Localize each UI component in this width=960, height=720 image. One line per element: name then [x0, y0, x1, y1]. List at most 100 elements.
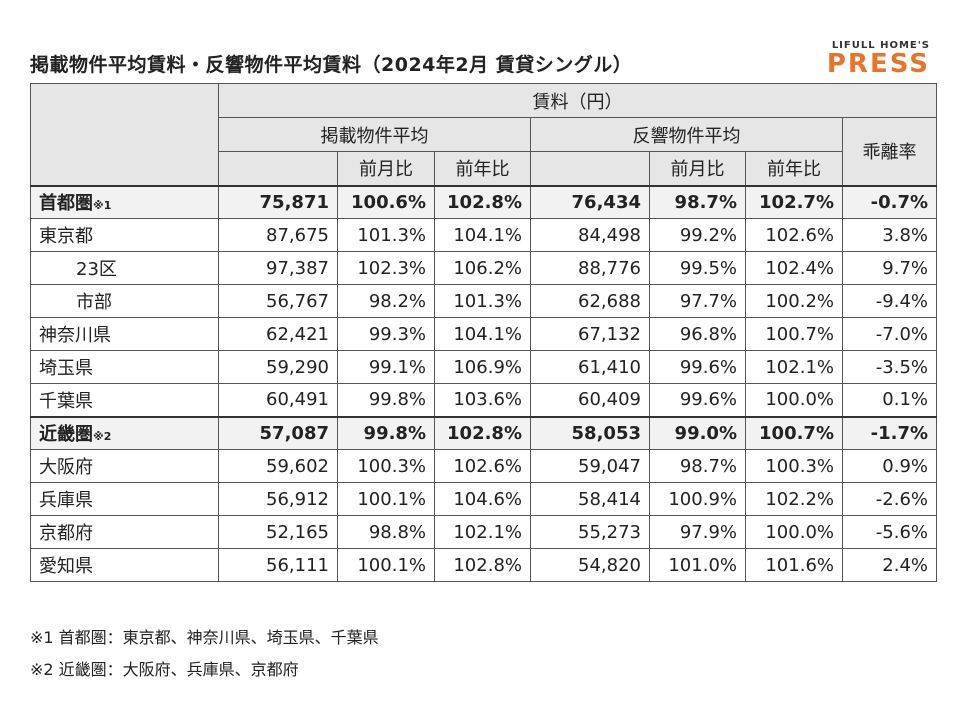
- table-row: 京都府 52,165 98.8% 102.1% 55,273 97.9% 100.0% -5.…: [30, 515, 938, 549]
- listed-mom-cell: 100.1%: [337, 548, 435, 582]
- table-row: 神奈川県 62,421 99.3% 104.1% 67,132 96.8% 100.7% -7…: [30, 317, 938, 351]
- response-mom-cell: 99.0%: [649, 415, 746, 450]
- response-yoy-cell: 100.2%: [745, 284, 843, 318]
- listed-mom-cell: 100.3%: [337, 449, 435, 483]
- response-value-header: [530, 151, 650, 186]
- response-rent-cell: 76,434: [530, 184, 650, 219]
- region-cell: 千葉県: [30, 383, 219, 417]
- listed-rent-cell: 57,087: [218, 415, 338, 450]
- response-rent-cell: 62,688: [530, 284, 650, 318]
- listed-mom-cell: 100.1%: [337, 482, 435, 516]
- gap-rate-cell: -7.0%: [841, 317, 938, 351]
- response-rent-cell: 60,409: [530, 383, 650, 417]
- response-yoy-cell: 100.7%: [745, 317, 843, 351]
- region-cell: 東京都: [30, 218, 219, 252]
- response-yoy-cell: 100.7%: [745, 415, 843, 450]
- listed-rent-cell: 56,111: [218, 548, 338, 582]
- table-row: 千葉県 60,491 99.8% 103.6% 60,409 99.6% 100.0% 0.1…: [30, 383, 938, 417]
- gap-rate-cell: 9.7%: [841, 251, 938, 285]
- listed-yoy-cell: 106.9%: [434, 350, 531, 384]
- brand-logo: LIFULL HOME'S PRESS: [827, 40, 930, 77]
- listed-yoy-cell: 101.3%: [434, 284, 531, 318]
- logo-bottom-text: PRESS: [826, 49, 930, 79]
- logo-top-text: LIFULL HOME'S: [831, 40, 930, 51]
- table-body: 首都圏※1 75,871 100.6% 102.8% 76,434 98.7% 102.7%…: [30, 184, 938, 582]
- listed-yoy-cell: 103.6%: [434, 383, 531, 417]
- response-yoy-header: 前年比: [745, 151, 843, 186]
- region-name: 京都府: [39, 523, 93, 544]
- gap-rate-cell: -9.4%: [841, 284, 938, 318]
- response-mom-cell: 99.2%: [649, 218, 746, 252]
- listed-rent-cell: 60,491: [218, 383, 338, 417]
- response-rent-cell: 88,776: [530, 251, 650, 285]
- region-name: 23区: [76, 259, 117, 280]
- table-title: 掲載物件平均賃料・反響物件平均賃料（2024年2月 賃貸シングル）: [30, 54, 633, 76]
- region-cell: 愛知県: [30, 548, 219, 582]
- response-yoy-cell: 102.1%: [745, 350, 843, 384]
- table-row: 埼玉県 59,290 99.1% 106.9% 61,410 99.6% 102.1% -3.…: [30, 350, 938, 384]
- response-yoy-cell: 100.0%: [745, 383, 843, 417]
- response-yoy-cell: 102.7%: [745, 184, 843, 219]
- corner-header-cell: [30, 83, 219, 186]
- listed-yoy-cell: 102.8%: [434, 415, 531, 450]
- listed-mom-cell: 99.8%: [337, 415, 435, 450]
- region-name: 東京都: [39, 226, 93, 247]
- listed-mom-cell: 99.8%: [337, 383, 435, 417]
- listed-rent-cell: 75,871: [218, 184, 338, 219]
- gap-header: 乖離率: [841, 117, 938, 186]
- region-note: ※1: [93, 199, 112, 213]
- rent-table: 賃料（円） 掲載物件平均 反響物件平均 乖離率 前月比 前年比 前月比 前年比 …: [30, 83, 938, 582]
- listed-yoy-header: 前年比: [434, 151, 531, 186]
- listed-rent-cell: 59,290: [218, 350, 338, 384]
- listed-rent-cell: 59,602: [218, 449, 338, 483]
- gap-rate-cell: 0.1%: [841, 383, 938, 417]
- gap-rate-cell: -3.5%: [841, 350, 938, 384]
- listed-mom-cell: 99.3%: [337, 317, 435, 351]
- region-cell: 23区: [30, 251, 219, 285]
- response-mom-cell: 97.7%: [649, 284, 746, 318]
- gap-rate-cell: 2.4%: [841, 548, 938, 582]
- region-cell: 神奈川県: [30, 317, 219, 351]
- response-rent-cell: 55,273: [530, 515, 650, 549]
- response-header: 反響物件平均: [530, 117, 843, 152]
- gap-rate-cell: -1.7%: [841, 415, 938, 450]
- region-cell: 京都府: [30, 515, 219, 549]
- response-rent-cell: 67,132: [530, 317, 650, 351]
- response-mom-cell: 101.0%: [649, 548, 746, 582]
- gap-rate-cell: 3.8%: [841, 218, 938, 252]
- response-mom-cell: 99.6%: [649, 383, 746, 417]
- listed-yoy-cell: 104.6%: [434, 482, 531, 516]
- response-yoy-cell: 101.6%: [745, 548, 843, 582]
- region-cell: 兵庫県: [30, 482, 219, 516]
- table-row: 東京都 87,675 101.3% 104.1% 84,498 99.2% 102.6% 3.…: [30, 218, 938, 252]
- table-row: 愛知県 56,111 100.1% 102.8% 54,820 101.0% 101.6% 2…: [30, 548, 938, 582]
- rent-header: 賃料（円）: [217, 83, 938, 118]
- response-rent-cell: 84,498: [530, 218, 650, 252]
- response-mom-cell: 97.9%: [649, 515, 746, 549]
- footnote-2: ※2 近畿圏：大阪府、兵庫県、京都府: [30, 660, 299, 679]
- response-yoy-cell: 102.2%: [745, 482, 843, 516]
- response-mom-cell: 100.9%: [649, 482, 746, 516]
- listed-mom-cell: 100.6%: [337, 184, 435, 219]
- region-name: 近畿圏: [39, 424, 93, 446]
- listed-rent-cell: 97,387: [218, 251, 338, 285]
- listed-yoy-cell: 104.1%: [434, 317, 531, 351]
- gap-rate-cell: -5.6%: [841, 515, 938, 549]
- table-row: 首都圏※1 75,871 100.6% 102.8% 76,434 98.7% 102.7%…: [30, 184, 938, 219]
- response-yoy-cell: 102.6%: [745, 218, 843, 252]
- response-yoy-cell: 100.0%: [745, 515, 843, 549]
- listed-mom-cell: 101.3%: [337, 218, 435, 252]
- region-cell: 近畿圏※2: [30, 415, 219, 450]
- listed-header: 掲載物件平均: [218, 117, 531, 152]
- listed-rent-cell: 87,675: [218, 218, 338, 252]
- region-cell: 大阪府: [30, 449, 219, 483]
- region-name: 首都圏: [39, 193, 93, 215]
- response-mom-cell: 96.8%: [649, 317, 746, 351]
- region-name: 千葉県: [39, 390, 93, 412]
- listed-mom-cell: 98.8%: [337, 515, 435, 549]
- listed-value-header: [218, 151, 338, 186]
- response-rent-cell: 58,414: [530, 482, 650, 516]
- listed-yoy-cell: 102.6%: [434, 449, 531, 483]
- table-row: 近畿圏※2 57,087 99.8% 102.8% 58,053 99.0% 100.7% -…: [30, 415, 938, 450]
- response-yoy-cell: 102.4%: [745, 251, 843, 285]
